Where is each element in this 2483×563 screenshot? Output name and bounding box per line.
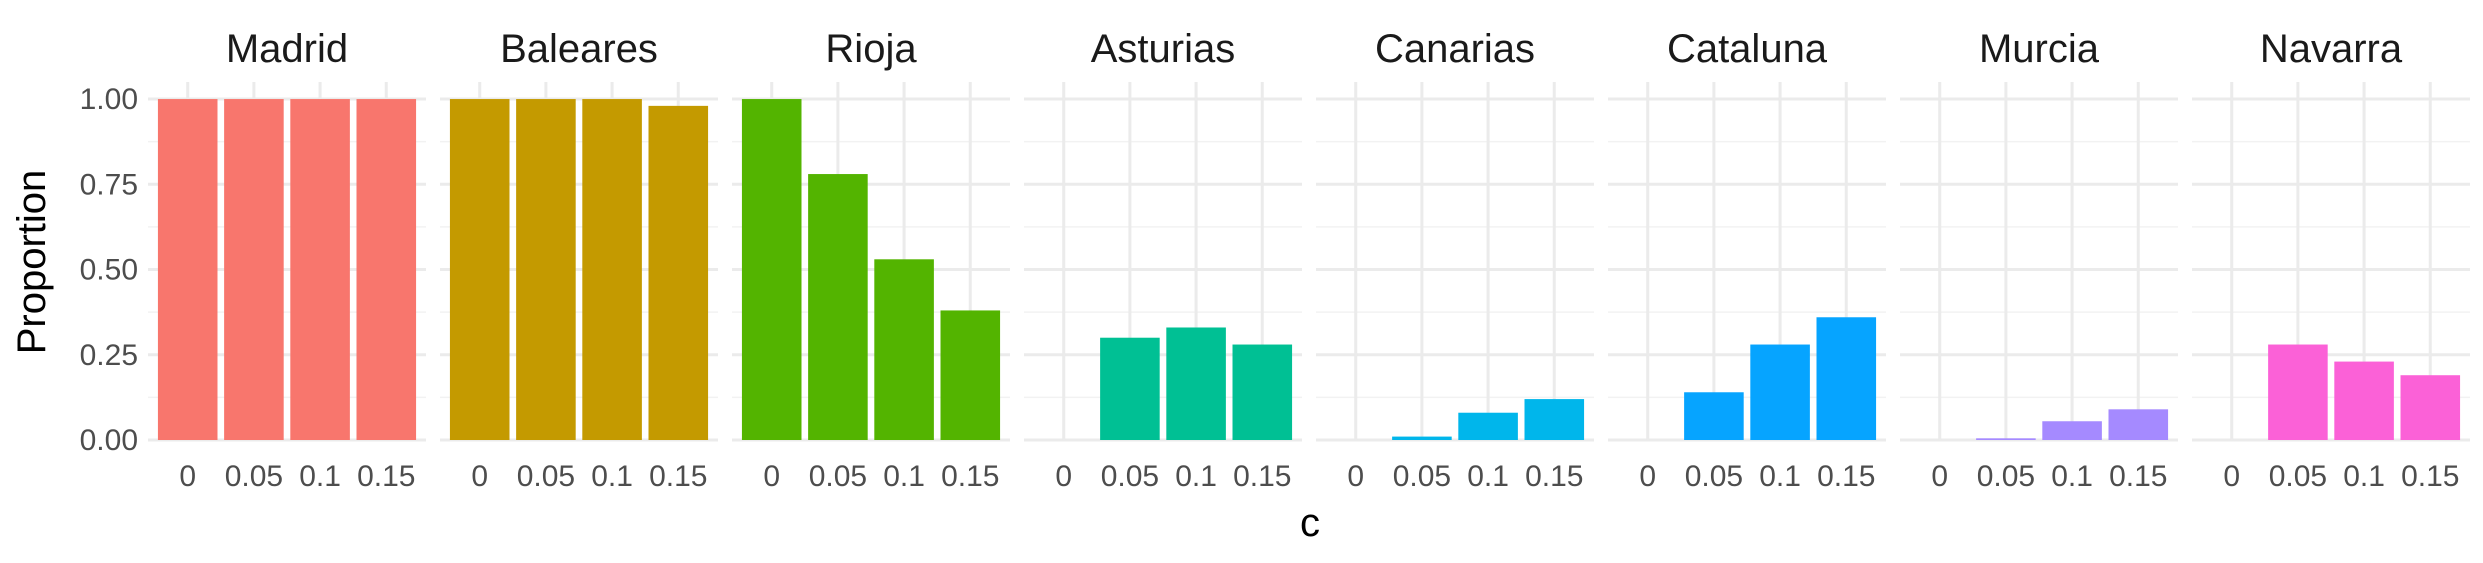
bar-asturias-0.1 <box>1166 327 1226 440</box>
x-tick-label: 0.15 <box>941 460 999 493</box>
bar-rioja-0 <box>741 99 802 441</box>
x-tick-label: 0.05 <box>517 460 575 493</box>
bar-murcia-0.1 <box>2042 421 2102 440</box>
facet-title: Murcia <box>1979 27 2100 71</box>
bar-madrid-0.05 <box>224 99 284 441</box>
x-tick-label: 0 <box>763 460 780 493</box>
x-tick-label: 0.1 <box>2343 460 2385 493</box>
x-tick-label: 0.05 <box>809 460 867 493</box>
bar-baleares-0.05 <box>516 99 576 441</box>
bar-baleares-0.15 <box>648 105 709 440</box>
bar-rioja-0.1 <box>874 259 934 440</box>
x-tick-label: 0.1 <box>1759 460 1801 493</box>
bar-asturias-0.05 <box>1100 337 1160 440</box>
facet-title: Navarra <box>2260 27 2403 71</box>
x-tick-label: 0.05 <box>1685 460 1743 493</box>
x-tick-label: 0 <box>2223 460 2240 493</box>
y-tick-label: 0.50 <box>80 254 138 287</box>
bar-rioja-0.15 <box>940 310 1001 440</box>
y-tick-label: 0.25 <box>80 339 138 372</box>
x-tick-label: 0.1 <box>299 460 341 493</box>
x-tick-label: 0.15 <box>1233 460 1291 493</box>
facet-title: Canarias <box>1375 27 1535 71</box>
bar-cataluna-0.05 <box>1684 392 1744 440</box>
x-tick-label: 0.1 <box>591 460 633 493</box>
bar-asturias-0.15 <box>1232 344 1293 440</box>
bar-canarias-0.1 <box>1458 412 1518 440</box>
facet-title: Baleares <box>500 27 658 71</box>
bar-murcia-0.05 <box>1976 438 2036 440</box>
x-tick-label: 0.05 <box>225 460 283 493</box>
x-tick-label: 0 <box>1639 460 1656 493</box>
x-tick-label: 0 <box>471 460 488 493</box>
x-tick-label: 0.05 <box>1101 460 1159 493</box>
x-tick-label: 0.05 <box>1977 460 2035 493</box>
x-tick-label: 0 <box>179 460 196 493</box>
x-tick-label: 0.15 <box>649 460 707 493</box>
x-tick-label: 0.05 <box>2269 460 2327 493</box>
x-axis-title: c <box>1300 501 1320 545</box>
facet-panel-navarra: 0 0.05 0.1 0.15 Navarra <box>2192 27 2470 493</box>
bar-baleares-0.1 <box>582 99 642 441</box>
bar-navarra-0.1 <box>2334 361 2394 440</box>
x-tick-label: 0.1 <box>883 460 925 493</box>
y-axis: 0.00 0.25 0.50 0.75 1.00 <box>80 83 138 457</box>
facet-panel-baleares: 0 0.05 0.1 0.15 Baleares <box>440 27 718 493</box>
bar-madrid-0 <box>157 99 218 441</box>
facet-panel-madrid: 0 0.05 0.1 0.15 Madrid <box>148 27 426 493</box>
facet-panel-cataluna: 0 0.05 0.1 0.15 Cataluna <box>1608 27 1886 493</box>
x-tick-label: 0.05 <box>1393 460 1451 493</box>
x-tick-label: 0.1 <box>2051 460 2093 493</box>
bar-baleares-0 <box>449 99 510 441</box>
y-tick-label: 1.00 <box>80 83 138 116</box>
facet-title: Asturias <box>1091 27 1236 71</box>
bar-cataluna-0.15 <box>1816 317 1877 440</box>
facet-title: Rioja <box>825 27 917 71</box>
x-tick-label: 0.15 <box>357 460 415 493</box>
bar-navarra-0.15 <box>2400 375 2461 440</box>
x-tick-label: 0.15 <box>1525 460 1583 493</box>
bar-murcia-0.15 <box>2108 409 2169 440</box>
x-tick-label: 0.15 <box>2401 460 2459 493</box>
bar-canarias-0.15 <box>1524 399 1585 440</box>
y-axis-title: Proportion <box>10 170 54 355</box>
y-tick-label: 0.75 <box>80 168 138 201</box>
bar-navarra-0.05 <box>2268 344 2328 440</box>
facet-panel-asturias: 0 0.05 0.1 0.15 Asturias <box>1024 27 1302 493</box>
bar-madrid-0.15 <box>356 99 417 441</box>
facet-panel-murcia: 0 0.05 0.1 0.15 Murcia <box>1900 27 2178 493</box>
facet-panel-canarias: 0 0.05 0.1 0.15 Canarias <box>1316 27 1594 493</box>
y-tick-label: 0.00 <box>80 424 138 457</box>
x-tick-label: 0 <box>1931 460 1948 493</box>
facet-panel-rioja: 0 0.05 0.1 0.15 Rioja <box>732 27 1010 493</box>
x-tick-label: 0.1 <box>1175 460 1217 493</box>
facet-title: Madrid <box>226 27 348 71</box>
x-tick-label: 0 <box>1347 460 1364 493</box>
x-tick-label: 0.15 <box>2109 460 2167 493</box>
x-tick-label: 0.1 <box>1467 460 1509 493</box>
x-tick-label: 0.15 <box>1817 460 1875 493</box>
bar-cataluna-0.1 <box>1750 344 1810 440</box>
bar-rioja-0.05 <box>808 174 868 441</box>
facet-title: Cataluna <box>1667 27 1828 71</box>
bar-canarias-0.05 <box>1392 436 1452 440</box>
x-tick-label: 0 <box>1055 460 1072 493</box>
bar-madrid-0.1 <box>290 99 350 441</box>
